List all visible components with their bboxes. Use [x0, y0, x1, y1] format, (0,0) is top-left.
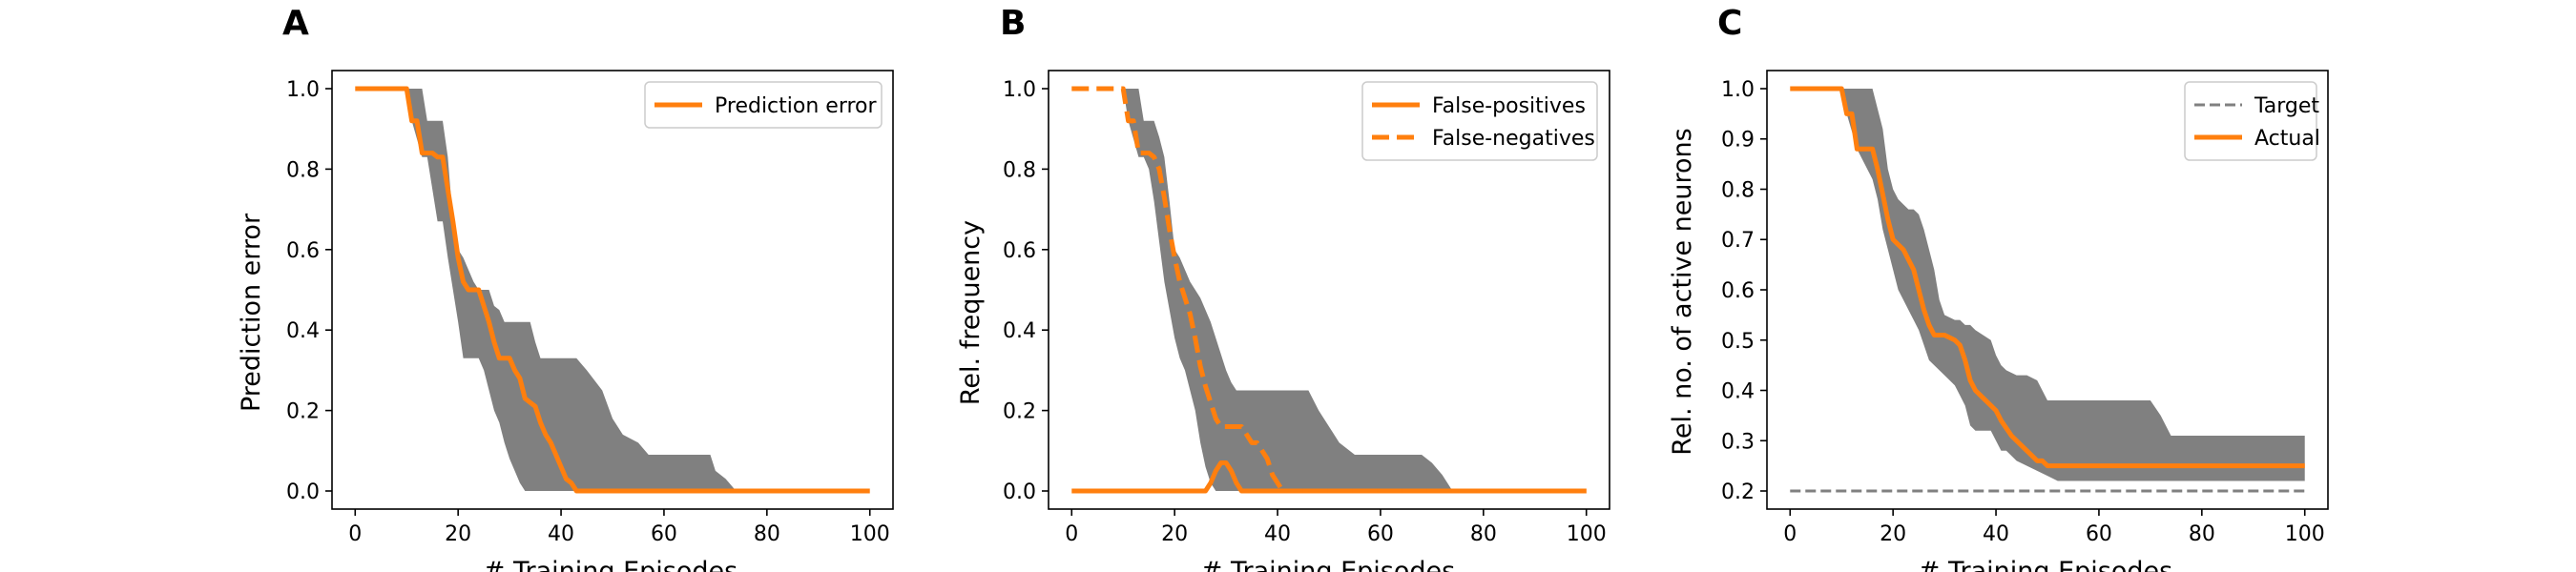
plot-area: 0 20 40 60 80 100 0.0 0.2 0.4 0.6 0.8 1.0 False-posi…	[1003, 70, 1610, 546]
y-tick-label: 0.8	[1003, 158, 1036, 182]
x-axis-label: # Training Episodes	[484, 557, 737, 572]
axes-frame	[1048, 70, 1610, 510]
uncertainty-band	[1790, 88, 2305, 481]
x-tick-label: 0	[348, 522, 362, 546]
legend: Prediction error	[644, 81, 883, 129]
x-tick-label: 0	[1065, 522, 1078, 546]
y-tick-label: 0.6	[1003, 239, 1036, 263]
y-tick-label: 0.8	[286, 158, 320, 182]
x-tick-label: 60	[1367, 522, 1394, 546]
uncertainty-band	[1071, 88, 1587, 492]
x-tick-label: 20	[445, 522, 471, 546]
y-tick-label: 0.8	[1721, 178, 1755, 202]
x-tick-label: 40	[1983, 522, 2009, 546]
series-line-prediction-error	[355, 86, 870, 494]
legend-label: False-negatives	[1432, 127, 1595, 151]
legend: False-positives False-negatives	[1361, 81, 1598, 161]
y-tick-label: 0.5	[1721, 330, 1755, 354]
y-tick-label: 0.3	[1721, 430, 1755, 454]
x-tick-label: 100	[850, 522, 890, 546]
panel-c: C 0 20 40 60 80 100 0.2 0.3 0.4 0.5 0.6 0.7 0.8 0.9 1.…	[1668, 4, 2329, 572]
x-tick-label: 80	[2189, 522, 2215, 546]
y-tick-label: 0.7	[1721, 229, 1755, 253]
legend-label: Prediction error	[715, 94, 877, 118]
panel-letter: C	[1717, 4, 1742, 43]
legend-label: False-positives	[1432, 94, 1586, 118]
plot-area: 0 20 40 60 80 100 0.2 0.3 0.4 0.5 0.6 0.7 0.8 0.9 1.0 T…	[1721, 70, 2329, 546]
y-tick-label: 0.2	[286, 400, 320, 424]
panel-letter: B	[1000, 4, 1026, 43]
uncertainty-band	[355, 88, 870, 492]
x-tick-label: 20	[1161, 522, 1188, 546]
y-tick-label: 0.6	[286, 239, 320, 263]
legend-label: Target	[2254, 94, 2319, 118]
x-tick-label: 20	[1880, 522, 1906, 546]
panel-a: A 0 20 40 60 80 100 0.0 0.2 0.4 0.6 0.8 1.0 Predicti…	[237, 4, 894, 572]
y-tick-label: 1.0	[286, 78, 320, 102]
x-tick-label: 80	[1470, 522, 1497, 546]
plot-area: 0 20 40 60 80 100 0.0 0.2 0.4 0.6 0.8 1.0 Prediction…	[286, 70, 894, 546]
y-tick-label: 1.0	[1003, 78, 1036, 102]
axes-frame	[331, 70, 894, 510]
x-tick-label: 0	[1783, 522, 1797, 546]
y-tick-label: 0.0	[1003, 480, 1036, 504]
x-tick-label: 40	[1264, 522, 1291, 546]
x-tick-label: 80	[754, 522, 780, 546]
x-tick-label: 100	[2285, 522, 2325, 546]
y-tick-label: 0.0	[286, 480, 320, 504]
legend-box	[644, 81, 883, 129]
panel-b: B 0 20 40 60 80 100 0.0 0.2 0.4 0.6 0.8 1.0 False-po…	[956, 4, 1610, 572]
y-tick-label: 0.2	[1721, 480, 1755, 504]
x-axis-label: # Training Episodes	[1201, 557, 1455, 572]
y-tick-label: 0.4	[1721, 380, 1755, 404]
x-tick-label: 100	[1567, 522, 1607, 546]
y-tick-label: 1.0	[1721, 78, 1755, 102]
x-tick-label: 60	[651, 522, 677, 546]
series-line-false-positives	[1071, 460, 1587, 494]
y-tick-label: 0.4	[1003, 319, 1036, 343]
x-tick-label: 40	[548, 522, 574, 546]
legend-label: Actual	[2254, 127, 2320, 151]
y-tick-label: 0.9	[1721, 129, 1755, 153]
y-tick-label: 0.4	[286, 319, 320, 343]
series-line-actual	[1790, 86, 2305, 469]
legend: Target Actual	[2184, 81, 2320, 161]
x-axis-label: # Training Episodes	[1919, 557, 2172, 572]
y-tick-label: 0.6	[1721, 279, 1755, 303]
x-tick-label: 60	[2086, 522, 2112, 546]
series-line-false-negatives	[1071, 86, 1587, 494]
y-axis-label: Prediction error	[237, 213, 266, 412]
y-axis-label: Rel. frequency	[956, 220, 986, 405]
y-tick-label: 0.2	[1003, 400, 1036, 424]
legend-box	[2184, 81, 2317, 161]
legend-box	[1361, 81, 1598, 161]
y-axis-label: Rel. no. of active neurons	[1668, 128, 1697, 455]
panel-letter: A	[282, 4, 309, 43]
